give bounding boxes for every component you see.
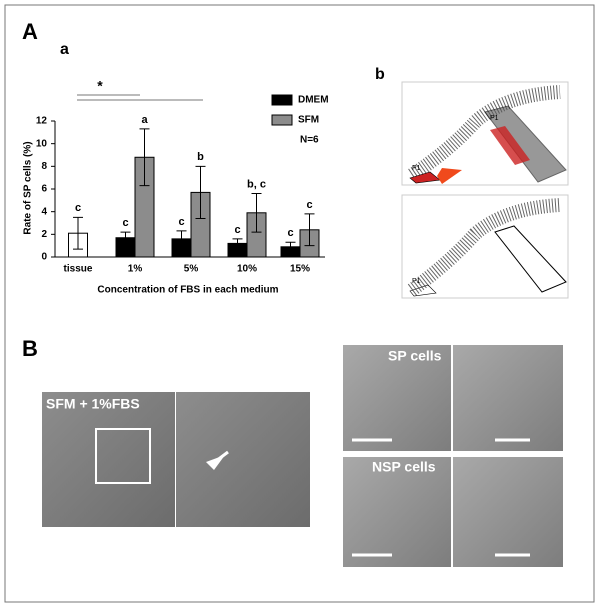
micrograph: NSP cells <box>343 457 451 567</box>
error-bar <box>251 193 262 233</box>
flow-plot: P1 P1 <box>401 81 569 186</box>
y-axis-label: Rate of SP cells (%) <box>23 141 34 234</box>
error-bar <box>195 165 206 219</box>
micrograph: SP cells <box>343 345 451 451</box>
x-tick-label: 1% <box>128 264 143 275</box>
data-label: c <box>122 217 128 229</box>
legend-label: DMEM <box>298 95 329 106</box>
x-tick-label: 10% <box>237 264 257 275</box>
x-tick-label: 15% <box>290 264 310 275</box>
data-label: c <box>75 202 81 214</box>
micrograph: SFM + 1%FBS <box>42 392 175 527</box>
y-tick-label: 4 <box>41 206 47 217</box>
legend-swatch <box>271 94 293 106</box>
image-label: NSP cells <box>372 459 436 475</box>
x-tick-label: 5% <box>184 264 199 275</box>
micrograph <box>453 457 563 567</box>
data-label: b <box>197 151 204 163</box>
legend-swatch <box>271 114 293 126</box>
y-tick-label: 2 <box>41 229 47 240</box>
data-label: c <box>234 224 240 236</box>
micrograph <box>176 392 310 527</box>
x-tick-label: tissue <box>64 264 93 275</box>
gate-label: P1 <box>412 278 421 285</box>
image-label: SP cells <box>388 348 442 364</box>
legend-label: SFM <box>298 115 319 126</box>
x-axis-label: Concentration of FBS in each medium <box>97 285 278 296</box>
data-label: a <box>141 114 148 126</box>
data-label: c <box>306 199 312 211</box>
error-bar <box>139 128 150 187</box>
flow-plot: P1 <box>401 194 569 299</box>
error-bar <box>232 238 243 249</box>
y-tick-label: 6 <box>41 184 47 195</box>
y-tick-label: 0 <box>41 252 47 263</box>
gate-label: P1 <box>412 165 421 172</box>
error-bar <box>285 241 296 252</box>
frame <box>4 4 595 603</box>
y-tick-label: 8 <box>41 161 47 172</box>
error-bar <box>304 213 315 247</box>
data-label: c <box>178 216 184 228</box>
micrograph <box>453 345 563 451</box>
panel-label: A <box>22 19 38 44</box>
annotation: N=6 <box>300 135 319 146</box>
panel-label: b <box>375 66 385 83</box>
error-bar <box>73 216 83 250</box>
data-label: b, c <box>247 178 266 190</box>
gate-label: P1 <box>490 115 499 122</box>
image-label: SFM + 1%FBS <box>46 396 140 412</box>
panel-label: a <box>60 41 69 58</box>
panel-label: B <box>22 336 38 361</box>
y-tick-label: 12 <box>36 116 48 127</box>
data-label: c <box>287 227 293 239</box>
y-tick-label: 10 <box>36 138 48 149</box>
significance: * <box>97 78 103 94</box>
error-bar <box>120 231 131 244</box>
error-bar <box>176 230 187 248</box>
